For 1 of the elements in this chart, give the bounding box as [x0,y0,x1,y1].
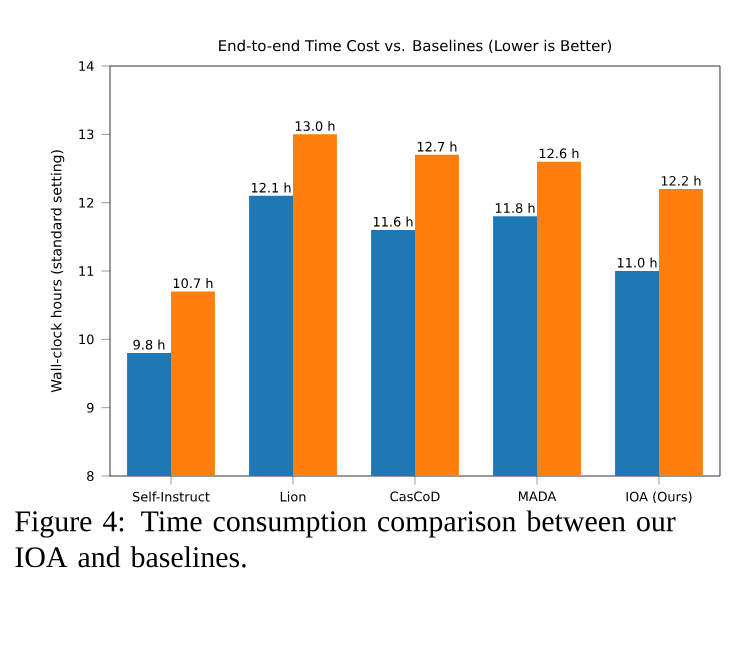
caption: Figure 4: Time consumption comparison between our IOA and baselines. [15,510,676,568]
